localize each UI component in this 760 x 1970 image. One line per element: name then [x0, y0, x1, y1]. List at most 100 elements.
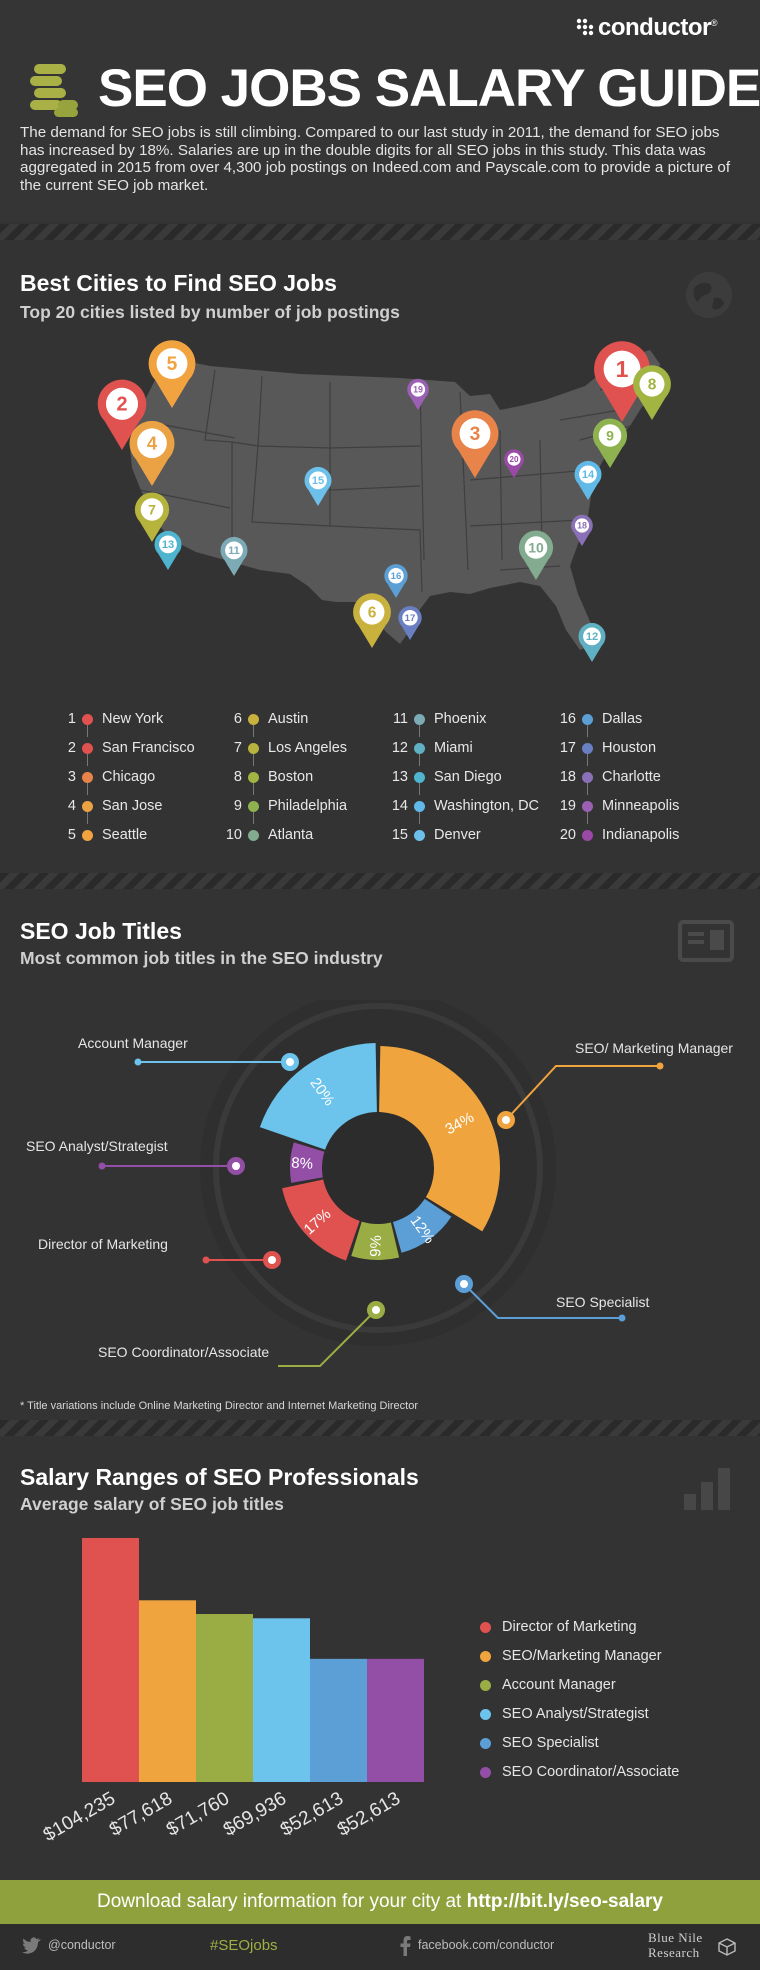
map-pin-15[interactable]: 15	[304, 466, 332, 506]
map-pin-17[interactable]: 17	[398, 606, 422, 640]
conductor-logo[interactable]: conductor®	[576, 14, 717, 42]
city-name: Denver	[434, 827, 481, 843]
salary-value-label: $52,613	[277, 1788, 347, 1841]
donut-category-label: SEO Analyst/Strategist	[26, 1138, 168, 1154]
leader-marker-center	[232, 1162, 240, 1170]
map-pin-10[interactable]: 10	[518, 530, 554, 580]
partner-line-2: Research	[648, 1945, 700, 1960]
map-pin-5[interactable]: 5	[148, 340, 196, 408]
salary-bar[interactable]	[196, 1614, 253, 1782]
city-rank: 3	[67, 769, 76, 785]
city-legend-item: 3 Chicago	[56, 766, 236, 795]
legend-dot-icon	[480, 1680, 491, 1691]
leader-end-dot	[98, 1162, 106, 1170]
map-pin-label: 3	[470, 424, 481, 445]
legend-label: Director of Marketing	[502, 1619, 637, 1635]
legend-dot-icon	[480, 1738, 491, 1749]
donut-slice[interactable]	[392, 1198, 452, 1253]
salary-value-label: $71,760	[163, 1788, 233, 1841]
globe-icon	[686, 272, 732, 318]
city-legend-item: 7 Los Angeles	[222, 737, 402, 766]
map-pin-2[interactable]: 2	[97, 379, 147, 450]
salary-value-label: $69,936	[220, 1788, 290, 1841]
city-legend-item: 20 Indianapolis	[556, 824, 736, 853]
donut-category-label: Director of Marketing	[38, 1236, 168, 1252]
city-connector	[87, 725, 88, 737]
city-name: Miami	[434, 740, 473, 756]
map-pin-label: 15	[312, 475, 324, 487]
logo-text: conductor	[598, 14, 711, 41]
city-name: San Diego	[434, 769, 502, 785]
donut-slice[interactable]	[259, 1043, 377, 1150]
twitter-handle[interactable]: @conductor	[48, 1938, 116, 1952]
map-pin-3[interactable]: 3	[451, 410, 499, 478]
cta-link[interactable]: http://bit.ly/seo-salary	[466, 1891, 663, 1912]
city-rank: 18	[559, 769, 576, 785]
city-name: Seattle	[102, 827, 148, 843]
city-legend-item: 17 Houston	[556, 737, 736, 766]
city-rank: 11	[392, 711, 408, 727]
leader-line	[505, 1065, 660, 1121]
legend-label: SEO Coordinator/Associate	[502, 1764, 680, 1780]
legend-dot-icon	[480, 1651, 491, 1662]
donut-category-label: Account Manager	[78, 1035, 188, 1051]
city-rank: 4	[67, 798, 76, 814]
map-pin-1[interactable]: 1	[594, 341, 650, 422]
facebook-url[interactable]: facebook.com/conductor	[418, 1938, 555, 1952]
leader-marker-center	[460, 1280, 468, 1288]
city-legend-column: 1 New York 2 San Francisco 3 Chicago 4 San Jose…	[56, 708, 236, 853]
city-rank: 17	[559, 740, 576, 756]
map-pin-20[interactable]: 20	[504, 449, 524, 478]
map-pin-4[interactable]: 4	[129, 420, 175, 486]
twitter-icon[interactable]	[22, 1937, 42, 1954]
city-connector	[419, 783, 420, 795]
city-dot-icon	[82, 743, 93, 754]
city-dot-icon	[82, 830, 93, 841]
city-rank: 9	[233, 798, 242, 814]
city-legend-item: 1 New York	[56, 708, 236, 737]
map-pin-13[interactable]: 13	[154, 530, 182, 570]
city-connector	[419, 812, 420, 824]
city-dot-icon	[82, 801, 93, 812]
city-legend-item: 14 Washington, DC	[388, 795, 568, 824]
donut-slice[interactable]	[351, 1221, 400, 1260]
city-dot-icon	[414, 830, 425, 841]
map-pin-14[interactable]: 14	[574, 460, 602, 500]
map-pin-16[interactable]: 16	[384, 564, 408, 598]
city-legend-item: 15 Denver	[388, 824, 568, 853]
city-legend-item: 16 Dallas	[556, 708, 736, 737]
city-rank: 1	[67, 711, 76, 727]
hashtag[interactable]: #SEOjobs	[210, 1937, 278, 1954]
map-pin-18[interactable]: 18	[571, 514, 593, 546]
map-pin-9[interactable]: 9	[592, 418, 628, 468]
map-pin-label: 4	[147, 433, 158, 454]
salary-bar[interactable]	[139, 1600, 196, 1782]
map-pin-19[interactable]: 19	[407, 378, 429, 410]
donut-value-label: 9%	[367, 1235, 385, 1257]
city-legend-item: 19 Minneapolis	[556, 795, 736, 824]
donut-slice[interactable]	[290, 1142, 325, 1183]
salary-title: Salary Ranges of SEO Professionals	[20, 1464, 419, 1490]
map-pin-12[interactable]: 12	[578, 622, 606, 662]
donut-slice[interactable]	[379, 1046, 500, 1232]
city-dot-icon	[582, 801, 593, 812]
city-connector	[87, 754, 88, 766]
city-connector	[419, 754, 420, 766]
city-connector	[587, 725, 588, 737]
salary-bar[interactable]	[253, 1618, 310, 1782]
salary-bar[interactable]	[82, 1538, 139, 1782]
city-name: Washington, DC	[434, 798, 540, 814]
legend-label: Account Manager	[502, 1677, 616, 1693]
map-pin-11[interactable]: 11	[220, 536, 248, 576]
donut-slice[interactable]	[282, 1179, 360, 1261]
map-pin-6[interactable]: 6	[353, 593, 391, 648]
map-pin-7[interactable]: 7	[134, 492, 170, 542]
download-banner: Download salary information for your cit…	[0, 1880, 760, 1924]
salary-bar[interactable]	[367, 1658, 424, 1782]
map-pin-8[interactable]: 8	[633, 365, 671, 420]
donut-category-label: SEO Coordinator/Associate	[98, 1344, 270, 1360]
facebook-icon[interactable]	[400, 1936, 411, 1956]
salary-bar[interactable]	[310, 1658, 367, 1782]
city-name: Charlotte	[602, 769, 661, 785]
salary-bar-chart: $104,235$77,618$71,760$69,936$52,613$52,…	[40, 1538, 424, 1846]
